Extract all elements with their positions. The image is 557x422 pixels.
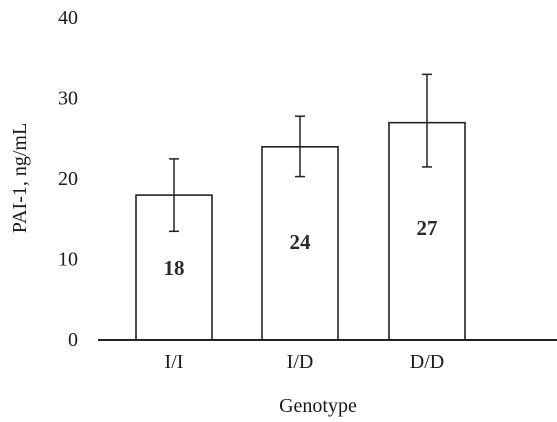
y-tick-label: 20 bbox=[58, 168, 78, 190]
y-tick-label: 30 bbox=[58, 88, 78, 110]
error-bar bbox=[169, 158, 179, 233]
data-label: 27 bbox=[417, 216, 438, 240]
y-tick-label: 10 bbox=[58, 249, 78, 271]
y-tick-label: 0 bbox=[68, 329, 78, 351]
y-axis-title: PAI-1, ng/mL bbox=[9, 123, 31, 233]
x-category-label: D/D bbox=[410, 351, 444, 373]
data-labels: 18 24 27 bbox=[164, 216, 438, 280]
data-label: 18 bbox=[164, 256, 185, 280]
error-bar bbox=[422, 73, 432, 168]
x-axis-categories: I/I I/D D/D bbox=[165, 351, 445, 373]
error-bars bbox=[169, 73, 432, 233]
error-bar bbox=[295, 115, 305, 178]
data-label: 24 bbox=[290, 230, 312, 254]
y-tick-label: 40 bbox=[58, 7, 78, 29]
x-axis-title: Genotype bbox=[279, 395, 357, 417]
y-axis-ticks: 0 10 20 30 40 bbox=[58, 7, 78, 351]
bar-i-d bbox=[261, 146, 339, 341]
x-category-label: I/I bbox=[165, 351, 184, 373]
x-category-label: I/D bbox=[287, 351, 314, 373]
